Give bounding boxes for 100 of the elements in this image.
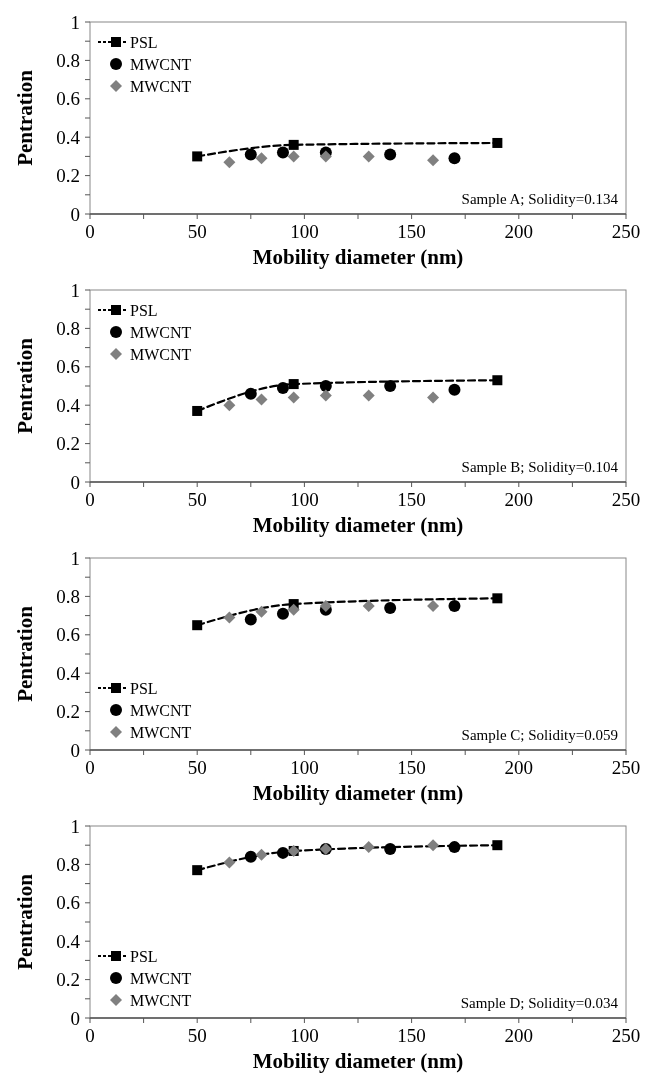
point — [192, 865, 203, 876]
point — [492, 840, 503, 851]
legend-label: PSL — [130, 301, 158, 319]
x-tick-label: 100 — [290, 489, 319, 510]
y-tick-label: 1 — [70, 547, 80, 569]
x-tick-label: 100 — [290, 757, 319, 778]
y-tick-label: 0.2 — [56, 165, 80, 187]
x-tick-label: 100 — [290, 221, 319, 242]
point — [427, 600, 440, 612]
x-tick-label: 250 — [611, 757, 641, 778]
legend-label: MWCNT — [130, 77, 192, 95]
point — [288, 379, 299, 390]
point — [384, 380, 397, 392]
point — [448, 383, 461, 396]
point — [276, 381, 289, 394]
legend-label: MWCNT — [130, 323, 192, 341]
x-tick-label: 0 — [85, 489, 95, 510]
point — [255, 393, 268, 406]
x-axis-title: Mobility diameter (nm) — [252, 781, 464, 805]
y-tick-label: 1 — [70, 279, 80, 301]
y-tick-label: 0.4 — [56, 126, 81, 148]
y-tick-label: 0 — [70, 471, 80, 493]
x-tick-label: 0 — [85, 1025, 95, 1046]
point — [319, 389, 332, 402]
point — [448, 841, 461, 854]
legend-label: MWCNT — [130, 55, 192, 73]
x-axis-title: Mobility diameter (nm) — [252, 245, 464, 269]
legend-label: MWCNT — [130, 723, 192, 741]
y-tick-label: 0.2 — [56, 969, 80, 991]
point — [384, 601, 397, 614]
y-tick-label: 0.4 — [56, 930, 81, 952]
y-tick-label: 0.4 — [56, 394, 81, 416]
y-tick-label: 1 — [70, 815, 80, 837]
x-tick-label: 50 — [187, 489, 207, 510]
x-tick-label: 150 — [397, 221, 426, 242]
x-tick-label: 200 — [504, 757, 534, 778]
y-tick-label: 0.6 — [56, 88, 80, 110]
legend-label: MWCNT — [130, 969, 192, 987]
legend-label: MWCNT — [130, 345, 192, 363]
point — [427, 839, 440, 852]
point — [244, 850, 257, 863]
x-tick-label: 200 — [504, 489, 534, 510]
point — [362, 389, 375, 402]
point — [223, 611, 236, 624]
x-tick-label: 250 — [611, 489, 641, 510]
x-tick-label: 200 — [504, 1025, 534, 1046]
y-tick-label: 0.6 — [56, 892, 80, 914]
point — [362, 600, 375, 612]
x-axis-title: Mobility diameter (nm) — [252, 1049, 464, 1073]
legend-label: PSL — [130, 679, 158, 697]
x-tick-label: 150 — [397, 757, 426, 778]
point — [492, 593, 503, 604]
y-tick-label: 0.6 — [56, 624, 80, 646]
x-tick-label: 250 — [611, 1025, 641, 1046]
x-tick-label: 0 — [85, 757, 95, 778]
point — [492, 375, 503, 386]
y-axis-title: Pentration — [13, 605, 37, 702]
x-tick-label: 50 — [187, 221, 207, 242]
point — [192, 620, 203, 631]
y-tick-label: 0.8 — [56, 854, 80, 876]
point — [223, 856, 236, 869]
annotation: Sample D; Solidity=0.034 — [460, 995, 619, 1011]
point — [244, 613, 257, 626]
y-axis-title: Pentration — [13, 69, 37, 166]
x-tick-label: 100 — [290, 1025, 319, 1046]
annotation: Sample C; Solidity=0.059 — [461, 727, 618, 743]
point — [427, 391, 440, 404]
x-axis-title: Mobility diameter (nm) — [252, 513, 464, 537]
point — [255, 848, 268, 861]
point — [319, 380, 332, 392]
point — [448, 600, 461, 612]
point — [287, 603, 300, 616]
annotation: Sample B; Solidity=0.104 — [461, 459, 619, 475]
y-tick-label: 0 — [70, 739, 80, 761]
y-axis-title: Pentration — [13, 337, 37, 434]
point — [223, 399, 236, 412]
x-tick-label: 150 — [397, 1025, 426, 1046]
x-tick-label: 50 — [187, 1025, 207, 1046]
y-axis-title: Pentration — [13, 873, 37, 970]
point — [287, 391, 300, 404]
x-tick-label: 200 — [504, 221, 534, 242]
y-tick-label: 1 — [70, 11, 80, 33]
point — [244, 387, 257, 400]
x-tick-label: 0 — [85, 221, 95, 242]
legend-label: MWCNT — [130, 991, 192, 1009]
point — [276, 846, 289, 859]
legend-label: PSL — [130, 947, 158, 965]
y-tick-label: 0.2 — [56, 433, 80, 455]
legend-label: MWCNT — [130, 701, 192, 719]
point — [192, 405, 203, 416]
y-tick-label: 0.8 — [56, 318, 80, 340]
y-tick-label: 0.8 — [56, 586, 80, 608]
annotation: Sample A; Solidity=0.134 — [461, 191, 619, 207]
y-tick-label: 0.6 — [56, 356, 80, 378]
y-tick-label: 0.2 — [56, 701, 80, 723]
x-tick-label: 150 — [397, 489, 426, 510]
x-tick-label: 250 — [611, 221, 641, 242]
y-tick-label: 0.4 — [56, 662, 81, 684]
y-tick-label: 0.8 — [56, 50, 80, 72]
point — [276, 607, 289, 620]
